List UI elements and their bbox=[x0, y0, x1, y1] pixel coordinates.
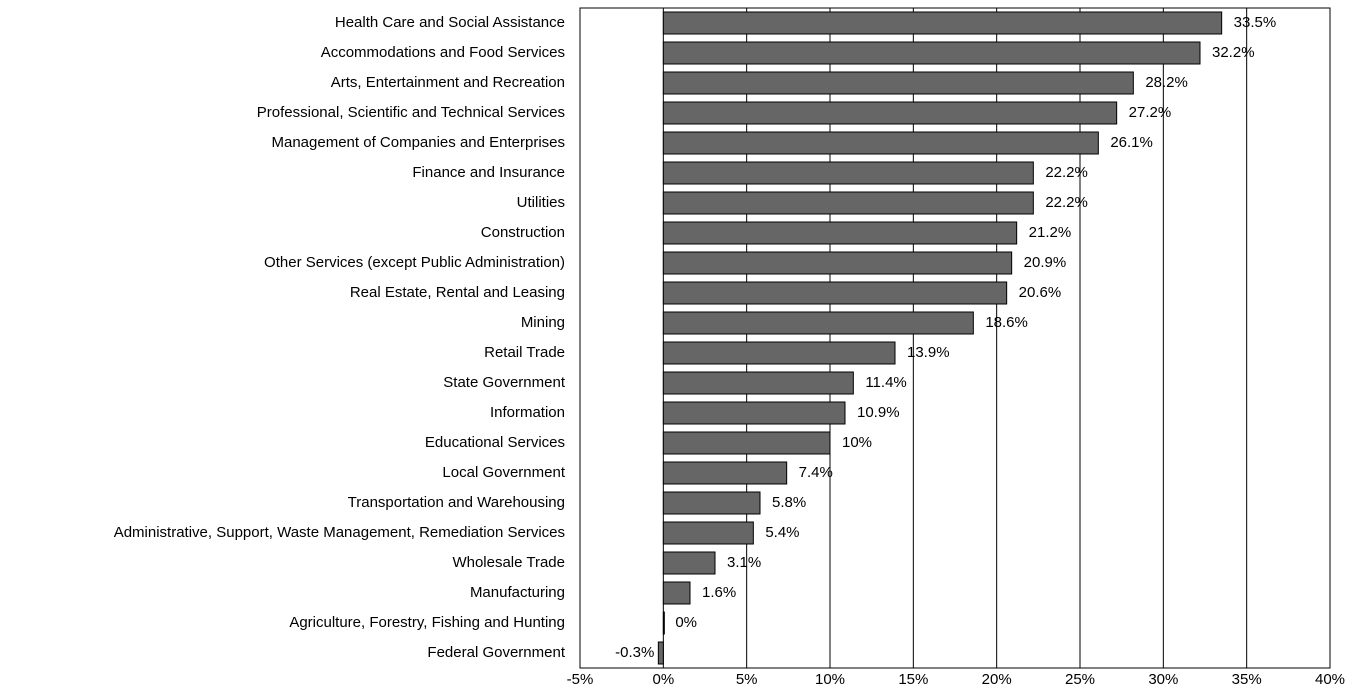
data-label: -0.3% bbox=[615, 644, 654, 661]
data-label: 18.6% bbox=[985, 314, 1028, 331]
bar bbox=[662, 101, 1118, 125]
y-tick-label: Agriculture, Forestry, Fishing and Hunti… bbox=[289, 614, 565, 631]
bar bbox=[662, 311, 974, 335]
bar bbox=[662, 581, 691, 605]
data-label: 26.1% bbox=[1110, 134, 1153, 151]
bar bbox=[662, 551, 716, 575]
y-tick-label: Educational Services bbox=[425, 434, 565, 451]
y-tick-label: Transportation and Warehousing bbox=[348, 494, 565, 511]
x-tick-label: 35% bbox=[1232, 671, 1262, 688]
bar bbox=[662, 221, 1018, 245]
bar bbox=[662, 41, 1201, 65]
bar bbox=[662, 161, 1034, 185]
y-tick-label: State Government bbox=[443, 374, 566, 391]
y-tick-label: Mining bbox=[521, 314, 565, 331]
data-label: 20.6% bbox=[1019, 284, 1062, 301]
y-tick-label: Health Care and Social Assistance bbox=[335, 14, 565, 31]
data-label: 22.2% bbox=[1045, 194, 1088, 211]
data-label: 10% bbox=[842, 434, 872, 451]
data-label: 28.2% bbox=[1145, 74, 1188, 91]
bar bbox=[662, 521, 754, 545]
bar bbox=[662, 431, 831, 455]
x-tick-label: 10% bbox=[815, 671, 845, 688]
y-tick-label: Federal Government bbox=[427, 644, 565, 661]
x-tick-label: 15% bbox=[898, 671, 928, 688]
y-tick-label: Local Government bbox=[442, 464, 565, 481]
y-tick-label: Management of Companies and Enterprises bbox=[272, 134, 566, 151]
bar bbox=[662, 401, 846, 425]
y-tick-label: Finance and Insurance bbox=[412, 164, 565, 181]
x-tick-label: 30% bbox=[1148, 671, 1178, 688]
x-tick-label: 0% bbox=[652, 671, 674, 688]
data-label: 22.2% bbox=[1045, 164, 1088, 181]
data-label: 0% bbox=[675, 614, 697, 631]
data-label: 27.2% bbox=[1129, 104, 1172, 121]
bar bbox=[662, 461, 788, 485]
data-label: 20.9% bbox=[1024, 254, 1067, 271]
y-tick-label: Other Services (except Public Administra… bbox=[264, 254, 565, 271]
data-label: 11.4% bbox=[865, 374, 906, 391]
y-tick-label: Administrative, Support, Waste Managemen… bbox=[114, 524, 565, 541]
bar bbox=[662, 281, 1008, 305]
data-label: 32.2% bbox=[1212, 44, 1255, 61]
data-label: 21.2% bbox=[1029, 224, 1072, 241]
y-tick-label: Utilities bbox=[517, 194, 565, 211]
bar bbox=[662, 71, 1134, 95]
x-tick-label: -5% bbox=[567, 671, 594, 688]
bar bbox=[662, 11, 1223, 35]
x-tick-label: 40% bbox=[1315, 671, 1345, 688]
y-tick-label: Arts, Entertainment and Recreation bbox=[331, 74, 565, 91]
data-label: 3.1% bbox=[727, 554, 761, 571]
y-tick-label: Manufacturing bbox=[470, 584, 565, 601]
bar bbox=[662, 251, 1013, 275]
data-label: 10.9% bbox=[857, 404, 900, 421]
x-tick-label: 5% bbox=[736, 671, 758, 688]
data-label: 7.4% bbox=[799, 464, 833, 481]
bar bbox=[662, 611, 665, 635]
data-label: 33.5% bbox=[1234, 14, 1277, 31]
y-tick-label: Retail Trade bbox=[484, 344, 565, 361]
y-tick-label: Construction bbox=[481, 224, 565, 241]
bar bbox=[662, 371, 854, 395]
bar bbox=[662, 131, 1099, 155]
x-tick-label: 20% bbox=[982, 671, 1012, 688]
bar bbox=[662, 341, 896, 365]
y-tick-label: Wholesale Trade bbox=[452, 554, 565, 571]
data-label: 5.4% bbox=[765, 524, 799, 541]
bar bbox=[657, 641, 664, 665]
x-tick-label: 25% bbox=[1065, 671, 1095, 688]
y-tick-label: Professional, Scientific and Technical S… bbox=[257, 104, 565, 121]
bar bbox=[662, 491, 761, 515]
data-label: 1.6% bbox=[702, 584, 736, 601]
data-label: 13.9% bbox=[907, 344, 950, 361]
bar bbox=[662, 191, 1034, 215]
data-label: 5.8% bbox=[772, 494, 806, 511]
y-tick-label: Information bbox=[490, 404, 565, 421]
y-tick-label: Real Estate, Rental and Leasing bbox=[350, 284, 565, 301]
y-tick-label: Accommodations and Food Services bbox=[321, 44, 565, 61]
